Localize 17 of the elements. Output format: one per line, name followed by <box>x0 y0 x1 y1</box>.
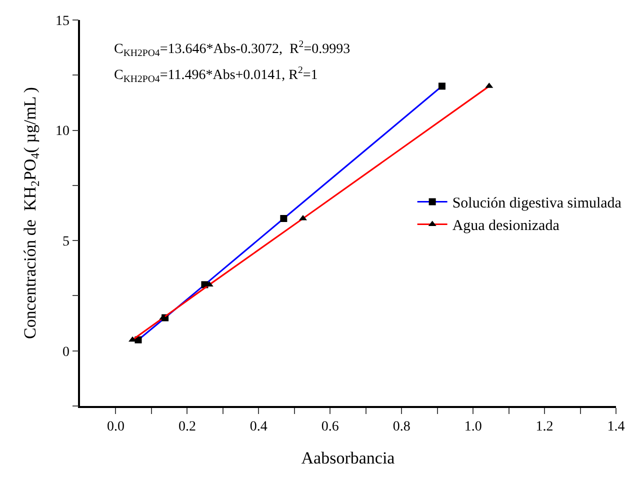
x-tick-label: 0.2 <box>178 420 196 435</box>
x-axis-title: Aabsorbancia <box>301 448 396 468</box>
legend-label: Solución digestiva simulada <box>452 196 622 212</box>
x-tick-label: 0.4 <box>250 420 268 435</box>
y-tick-label: 0 <box>62 344 70 360</box>
x-tick-label: 1.0 <box>464 420 482 435</box>
annotation: C$_{KH2PO4}$=11.496*Abs+0.0141, R$^{2}$=1 <box>114 65 318 85</box>
x-tick-label: 0.8 <box>392 420 410 435</box>
annotation: C$_{KH2PO4}$=13.646*Abs-0.3072, R$^{2}$=0.9993 <box>114 39 350 59</box>
y-tick-label: 10 <box>55 124 70 140</box>
y-tick-label: 15 <box>55 14 70 29</box>
x-tick-label: 1.2 <box>536 420 554 435</box>
x-tick-label: 1.4 <box>607 420 625 435</box>
x-tick-label: 0.6 <box>321 420 339 435</box>
y-tick-label: 5 <box>62 234 70 250</box>
text: 0.0 <box>106 420 124 435</box>
legend-label: Agua desionizada <box>452 218 560 234</box>
